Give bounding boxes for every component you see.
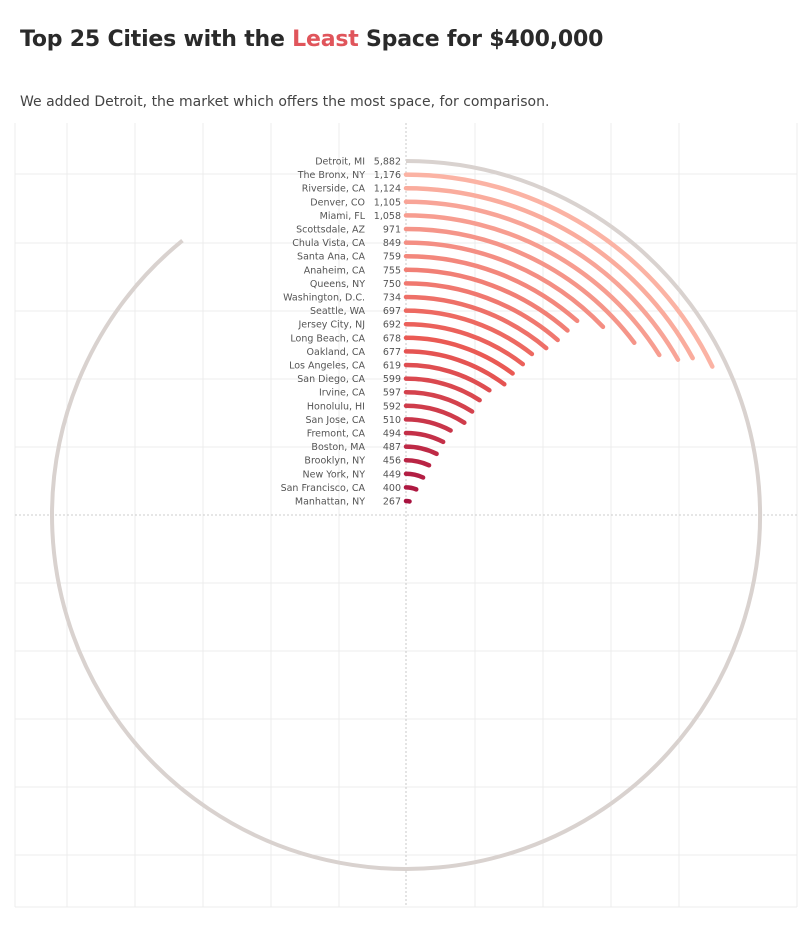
value-label: 849 — [383, 238, 401, 249]
city-label: Scottsdale, AZ — [296, 225, 365, 236]
value-label: 487 — [383, 442, 401, 453]
arc-bar — [403, 457, 432, 468]
arc-bar — [403, 321, 526, 367]
city-label: Long Beach, CA — [290, 333, 365, 344]
value-label: 597 — [383, 388, 401, 399]
arc-bar — [403, 281, 560, 343]
arc-bar — [403, 253, 580, 324]
value-label: 971 — [383, 225, 401, 236]
arc-bar — [403, 294, 549, 351]
city-label: Seattle, WA — [310, 306, 366, 317]
arc-bar — [403, 471, 426, 480]
chart-title: Top 25 Cities with the Least Space for $… — [20, 27, 603, 52]
chart-arcs — [50, 159, 762, 871]
chart-subtitle: We added Detroit, the market which offer… — [20, 94, 550, 110]
value-label: 400 — [383, 483, 401, 494]
city-label: Irvine, CA — [319, 388, 366, 399]
city-label: San Jose, CA — [306, 415, 366, 426]
city-label: Anaheim, CA — [304, 265, 366, 276]
arc-bar — [403, 376, 482, 403]
value-label: 678 — [383, 333, 401, 344]
chart-labels: Detroit, MI 5,882 The Bronx, NY 1,176 Rivers… — [281, 157, 401, 508]
arc-bar — [403, 185, 695, 361]
arc-bar — [403, 389, 475, 414]
city-label: Fremont, CA — [307, 429, 366, 440]
arc-bar — [403, 240, 606, 330]
value-label: 510 — [383, 415, 401, 426]
city-label: Los Angeles, CA — [289, 361, 365, 372]
arc-bar — [50, 159, 762, 871]
value-label: 5,882 — [374, 157, 401, 168]
city-label: Jersey City, NJ — [297, 320, 365, 331]
arc-bar — [403, 362, 492, 393]
arc-bar — [403, 349, 507, 387]
arc-bar — [403, 335, 515, 376]
value-label: 1,105 — [374, 197, 401, 208]
arc-bar — [403, 444, 439, 457]
city-label: Manhattan, NY — [295, 497, 365, 508]
arc-bar — [403, 430, 446, 445]
city-label: Santa Ana, CA — [297, 252, 365, 263]
arc-bar — [403, 213, 662, 358]
city-label: The Bronx, NY — [297, 170, 366, 181]
city-label: Oakland, CA — [307, 347, 366, 358]
arc-bar — [403, 267, 570, 333]
city-label: Queens, NY — [310, 279, 365, 290]
city-label: Brooklyn, NY — [304, 456, 365, 467]
arc-bar — [403, 485, 419, 492]
value-label: 494 — [383, 429, 401, 440]
arc-bar — [403, 226, 637, 345]
city-label: Washington, D.C. — [283, 293, 365, 304]
chart-grid — [14, 123, 798, 908]
city-label: Detroit, MI — [315, 157, 365, 168]
value-label: 697 — [383, 306, 401, 317]
value-label: 267 — [383, 497, 401, 508]
title-highlight: Least — [292, 27, 359, 52]
arc-bar — [403, 417, 453, 433]
title-part-2: Space for $400,000 — [358, 27, 604, 52]
value-label: 677 — [383, 347, 401, 358]
city-label: Miami, FL — [320, 211, 366, 222]
value-label: 449 — [383, 469, 401, 480]
city-label: Boston, MA — [311, 442, 365, 453]
title-part-1: Top 25 Cities with the — [20, 27, 293, 52]
city-label: San Diego, CA — [297, 374, 365, 385]
city-label: Denver, CO — [310, 197, 365, 208]
arc-bar — [403, 199, 681, 362]
value-label: 619 — [383, 361, 401, 372]
value-label: 1,176 — [374, 170, 401, 181]
value-label: 456 — [383, 456, 401, 467]
value-label: 692 — [383, 320, 401, 331]
value-label: 599 — [383, 374, 401, 385]
city-label: Riverside, CA — [302, 184, 366, 195]
value-label: 1,058 — [374, 211, 401, 222]
value-label: 592 — [383, 401, 401, 412]
value-label: 755 — [383, 265, 401, 276]
value-label: 734 — [383, 293, 401, 304]
value-label: 1,124 — [374, 184, 401, 195]
value-label: 759 — [383, 252, 401, 263]
city-label: Honolulu, HI — [307, 401, 365, 412]
city-label: San Francisco, CA — [281, 483, 366, 494]
arc-bar — [403, 308, 535, 357]
value-label: 750 — [383, 279, 401, 290]
city-label: Chula Vista, CA — [292, 238, 365, 249]
arc-bar — [403, 172, 715, 369]
city-label: New York, NY — [303, 469, 366, 480]
arc-bar — [403, 403, 467, 425]
